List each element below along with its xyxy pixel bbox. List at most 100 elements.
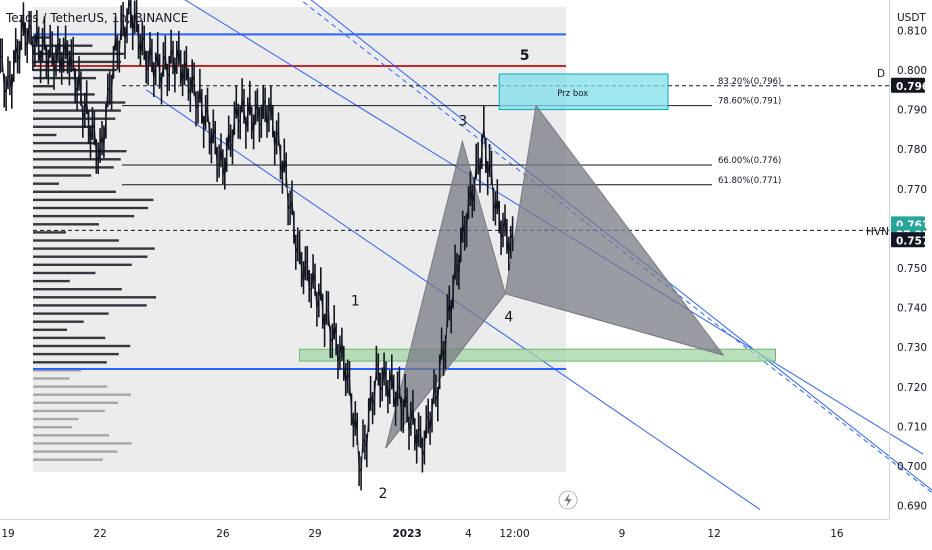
volume-profile-bar <box>33 288 122 291</box>
price-tick-label: 0.710 <box>897 421 927 433</box>
price-tick-label: 0.800 <box>897 65 927 77</box>
fib-label: 61.80%(0.771) <box>718 176 781 186</box>
volume-profile-bar <box>33 255 148 258</box>
volume-profile-bar <box>33 182 59 185</box>
harmonic-pattern <box>385 104 725 449</box>
current-price-tag-label: 0.757 <box>896 235 929 247</box>
volume-profile-bar <box>33 133 57 137</box>
volume-profile-bar <box>33 125 94 128</box>
volume-profile-bar <box>33 426 73 429</box>
time-tick-label: 2023 <box>392 528 421 540</box>
volume-profile-bar <box>33 247 155 250</box>
volume-profile-bar <box>33 76 96 80</box>
volume-profile-bar <box>33 279 70 283</box>
price-tick-label: 0.790 <box>897 105 927 117</box>
volume-profile-bar <box>33 369 82 372</box>
volume-profile-bar <box>33 101 126 104</box>
price-candles <box>0 0 514 491</box>
wave-labels: 1 2 3 4 5 <box>351 48 530 502</box>
price-line <box>0 0 514 473</box>
volume-profile-bar <box>33 442 132 445</box>
volume-profile-bar <box>33 401 119 404</box>
volume-profile-bar <box>33 214 135 218</box>
volume-profile-bar <box>33 434 109 437</box>
volume-profile-bar <box>33 409 105 413</box>
wave-label-3: 3 <box>458 113 467 129</box>
volume-profile-bar <box>33 117 116 120</box>
last-price-tag <box>891 77 925 93</box>
time-tick-label: 22 <box>93 528 106 540</box>
volume-profile-bar <box>33 60 121 64</box>
price-tick-label: 0.720 <box>897 382 927 394</box>
price-tick-label: 0.690 <box>897 501 927 513</box>
fib-label: 66.00%(0.776) <box>718 156 781 166</box>
volume-profile-bar <box>33 320 84 323</box>
time-tick-label: 12:00 <box>499 528 529 540</box>
time-tick-label: 19 <box>1 528 14 540</box>
volume-profile-bar <box>33 352 119 356</box>
price-axis-currency: USDT <box>897 12 926 24</box>
price-tick-label: 0.730 <box>897 342 927 354</box>
time-tick-label: 9 <box>619 528 626 540</box>
chart-title: Tezos / TetherUS, 1h, BINANCE <box>5 11 188 25</box>
volume-profile-bar <box>33 150 127 153</box>
d-label: D <box>877 68 885 80</box>
fib-label: 78.60%(0.791) <box>718 97 781 107</box>
volume-profile-bar <box>33 141 97 145</box>
wave-label-5: 5 <box>520 48 530 64</box>
time-tick-label: 16 <box>830 528 844 540</box>
time-tick-label: 4 <box>465 528 472 540</box>
volume-profile-bar <box>33 304 147 307</box>
volume-profile-bar <box>33 166 114 169</box>
volume-profile-bar <box>33 385 108 388</box>
volume-profile <box>33 36 157 461</box>
last-price-tag-label: 0.796 <box>896 81 929 93</box>
volume-profile-bar <box>33 417 79 421</box>
price-tick-label: 0.780 <box>897 144 927 156</box>
volume-profile-bar <box>33 93 95 96</box>
time-tick-label: 29 <box>308 528 321 540</box>
price-tick-label: 0.750 <box>897 263 927 275</box>
prz-box-label: Prz box <box>557 89 588 99</box>
time-tick-label: 12 <box>707 528 720 540</box>
volume-profile-bar <box>33 190 116 193</box>
time-axis[interactable]: 19 22 26 29 2023 4 12:00 9 12 16 <box>1 528 844 540</box>
volume-profile-bar <box>33 174 92 177</box>
volume-profile-bar <box>33 336 106 340</box>
volume-profile-bar <box>33 263 132 266</box>
support-zone <box>299 348 776 362</box>
pattern-leg-xbd <box>385 293 724 449</box>
volume-profile-bar <box>33 158 121 161</box>
volume-profile-bar <box>33 296 157 299</box>
volume-profile-bar <box>33 44 93 47</box>
price-tick-label: 0.700 <box>897 461 927 473</box>
volume-profile-bar <box>33 239 119 242</box>
volume-profile-bar <box>33 85 54 88</box>
price-tick-label: 0.740 <box>897 303 927 315</box>
current-price-tag <box>891 232 925 248</box>
wave-label-2: 2 <box>379 486 388 502</box>
price-tick-label: 0.810 <box>897 25 927 37</box>
prz-box <box>498 73 669 111</box>
volume-profile-bar <box>33 231 66 234</box>
volume-profile-bar <box>33 377 70 380</box>
volume-profile-bar <box>33 312 109 315</box>
volume-profile-bar <box>33 393 131 396</box>
volume-profile-bar <box>33 328 67 331</box>
wave-label-4: 4 <box>504 310 513 326</box>
volume-profile-bar <box>33 52 125 55</box>
fib-label: 83.20%(0.796) <box>718 77 781 87</box>
price-tick-label: 0.770 <box>897 184 927 196</box>
volume-profile-bar <box>33 271 96 275</box>
volume-profile-bar <box>33 344 131 348</box>
hvn-label: HVN <box>866 226 889 238</box>
volume-profile-bar <box>33 109 121 112</box>
lightning-icon[interactable] <box>558 490 578 510</box>
volume-profile-bar <box>33 361 107 364</box>
time-tick-label: 26 <box>216 528 230 540</box>
volume-profile-bar <box>33 206 149 210</box>
volume-profile-bar <box>33 223 99 226</box>
zones: Prz box <box>299 73 776 362</box>
